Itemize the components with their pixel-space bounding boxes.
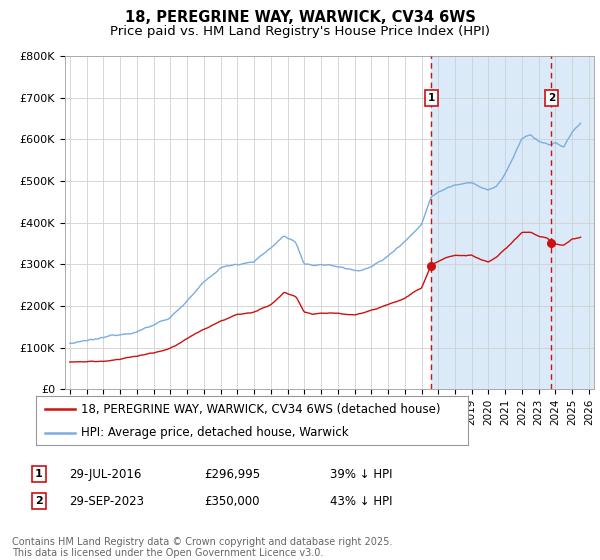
Text: 39% ↓ HPI: 39% ↓ HPI	[330, 468, 392, 481]
Text: 2: 2	[548, 92, 555, 102]
Text: Price paid vs. HM Land Registry's House Price Index (HPI): Price paid vs. HM Land Registry's House …	[110, 25, 490, 38]
Text: £296,995: £296,995	[204, 468, 260, 481]
Text: Contains HM Land Registry data © Crown copyright and database right 2025.
This d: Contains HM Land Registry data © Crown c…	[12, 536, 392, 558]
Text: 18, PEREGRINE WAY, WARWICK, CV34 6WS (detached house): 18, PEREGRINE WAY, WARWICK, CV34 6WS (de…	[82, 403, 441, 416]
Text: 29-JUL-2016: 29-JUL-2016	[69, 468, 142, 481]
Text: 1: 1	[35, 469, 43, 479]
Text: £350,000: £350,000	[204, 494, 260, 508]
Text: 2: 2	[35, 496, 43, 506]
Text: 43% ↓ HPI: 43% ↓ HPI	[330, 494, 392, 508]
Bar	[431, 56, 600, 389]
Text: 1: 1	[428, 92, 435, 102]
Text: HPI: Average price, detached house, Warwick: HPI: Average price, detached house, Warw…	[82, 426, 349, 440]
Text: 29-SEP-2023: 29-SEP-2023	[69, 494, 144, 508]
Text: 18, PEREGRINE WAY, WARWICK, CV34 6WS: 18, PEREGRINE WAY, WARWICK, CV34 6WS	[125, 10, 475, 25]
